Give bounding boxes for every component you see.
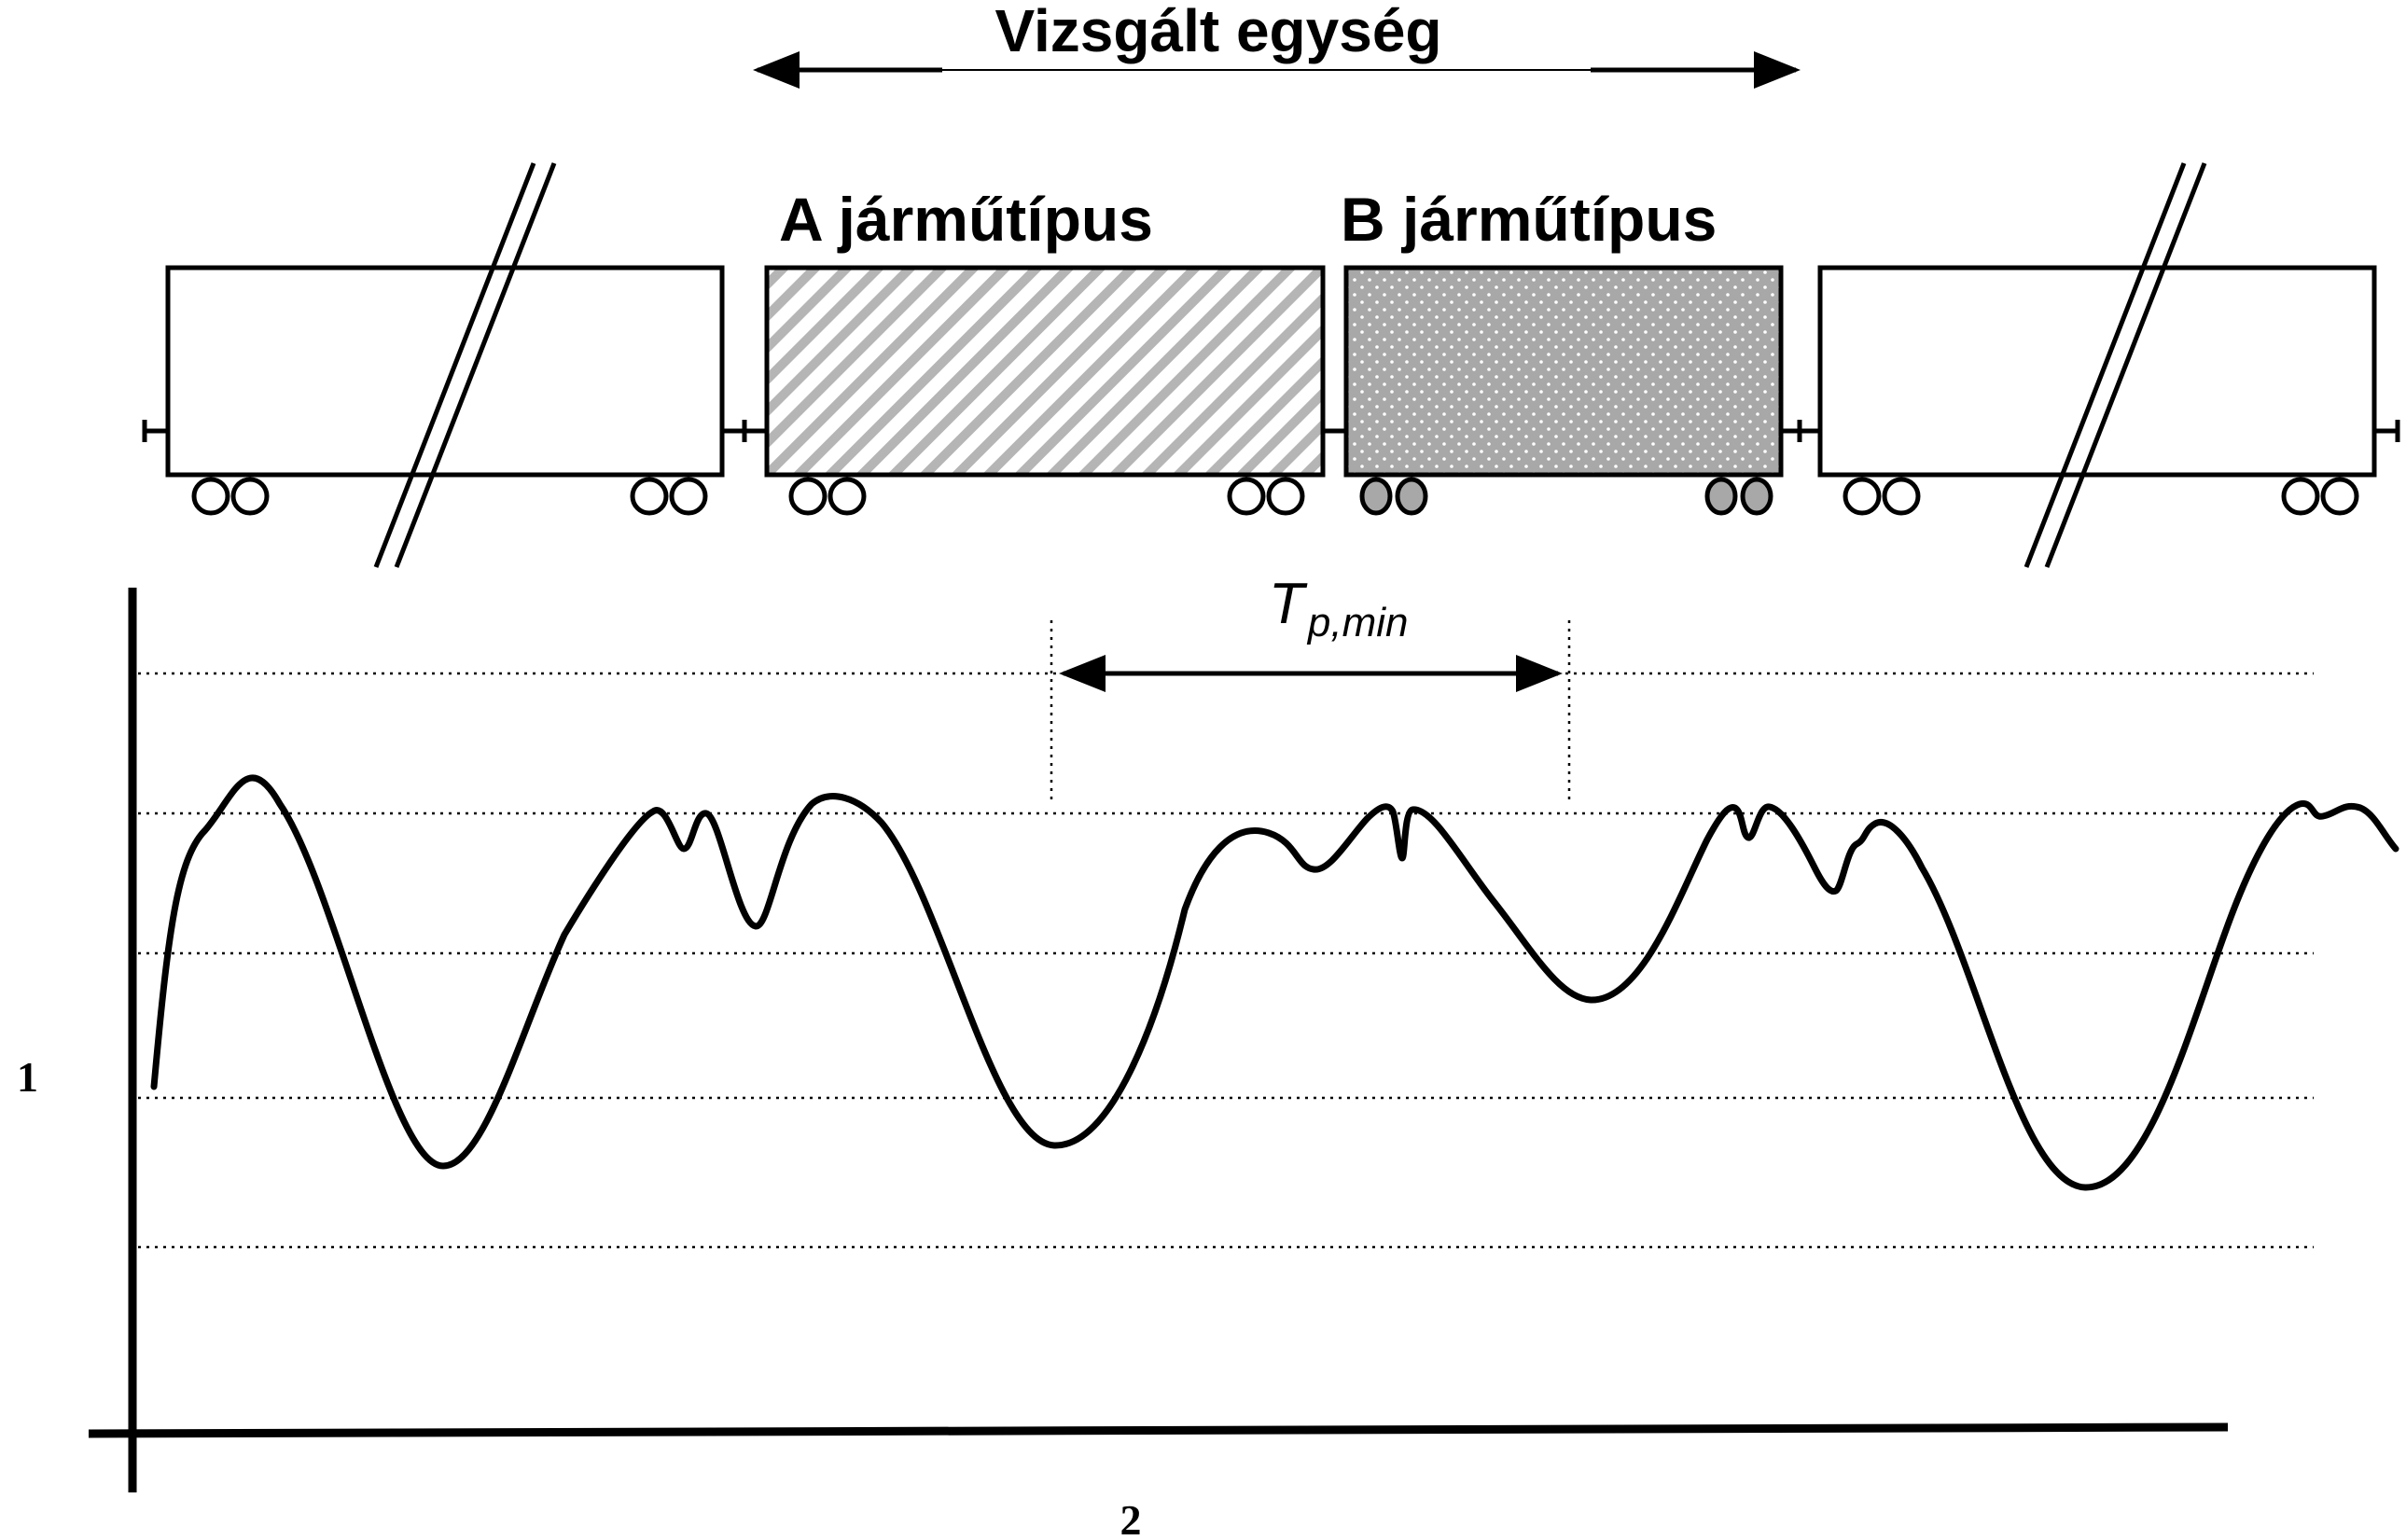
tested-unit-title: Vizsgált egység [994,0,1441,64]
break-mark-left [373,162,536,568]
axes [88,588,2229,1492]
coupler-b-right [1781,420,1820,442]
period-symbol: T [1269,572,1308,636]
period-marker: Tp,min [1050,572,1571,802]
tested-unit-indicator: Vizsgált egység [753,0,1801,89]
vehicle-b-label: B járműtípus [1341,185,1717,254]
period-subscript: p,min [1306,600,1409,645]
vehicle-a-label: A járműtípus [779,185,1153,254]
break-mark-right [2024,162,2187,568]
signal-curve [150,774,2399,1191]
period-label: Tp,min [1269,572,1408,645]
vehicle-b [1343,265,1784,516]
x-axis-label: 2 [1120,1496,1142,1540]
coupler-left-a [722,420,767,442]
vehicle-a [764,265,1326,516]
y-axis-label: 1 [17,1053,38,1101]
grid-lines [138,672,2314,1249]
right-neighbor-car [1817,162,2400,568]
left-neighbor-car [142,162,725,568]
x-axis [88,1422,2229,1438]
